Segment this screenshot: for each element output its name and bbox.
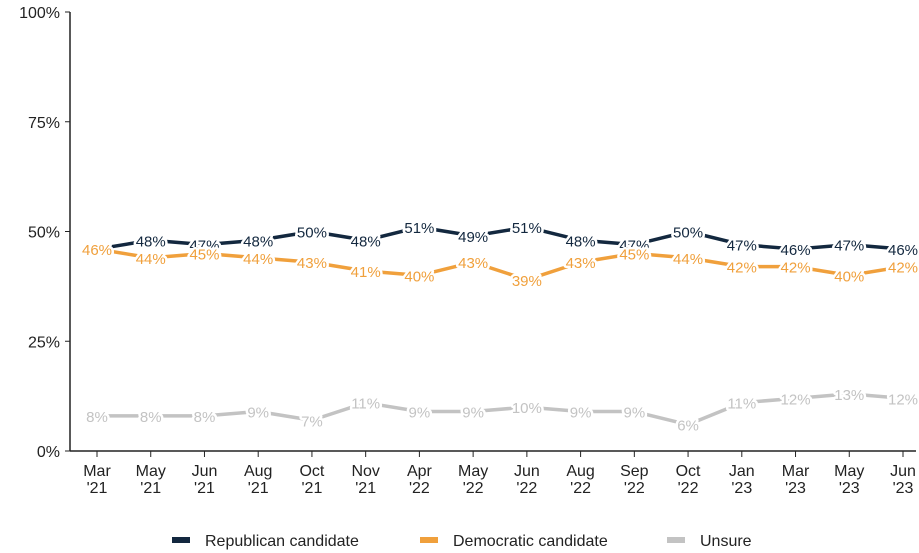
x-tick-label: Jun '23 xyxy=(890,463,916,497)
legend-swatch xyxy=(172,537,190,543)
y-tick-label: 75% xyxy=(28,115,60,132)
x-tick-label: May '23 xyxy=(834,463,864,497)
data-label: 12% xyxy=(888,391,918,408)
data-label: 49% xyxy=(458,229,488,246)
x-tick-label: Jun '22 xyxy=(514,463,540,497)
data-label: 40% xyxy=(404,268,434,285)
data-label: 11% xyxy=(727,396,756,413)
data-label: 48% xyxy=(243,233,273,250)
data-label: 12% xyxy=(781,391,811,408)
data-label: 40% xyxy=(834,268,864,285)
data-label: 44% xyxy=(673,251,703,268)
x-tick-label: Apr '22 xyxy=(407,463,433,497)
data-label: 45% xyxy=(189,246,219,263)
legend-label: Unsure xyxy=(700,533,752,550)
x-tick-label: Oct '22 xyxy=(676,463,701,497)
data-label: 48% xyxy=(351,233,381,250)
legend-swatch xyxy=(667,537,685,543)
data-label: 47% xyxy=(189,238,219,255)
data-label: 42% xyxy=(888,260,918,277)
data-label: 51% xyxy=(404,220,434,237)
data-label: 9% xyxy=(462,404,484,421)
series-line xyxy=(96,247,904,282)
data-label: 44% xyxy=(136,251,166,268)
data-label: 47% xyxy=(727,238,757,255)
data-label: 42% xyxy=(727,260,757,277)
data-label: 9% xyxy=(570,404,592,421)
data-label: 43% xyxy=(458,255,488,272)
data-label: 7% xyxy=(301,413,323,430)
data-label: 48% xyxy=(136,233,166,250)
y-tick-label: 100% xyxy=(19,5,60,22)
data-label: 41% xyxy=(351,264,381,281)
x-tick-label: Jun '21 xyxy=(192,463,218,497)
x-tick-label: Aug '21 xyxy=(244,463,272,497)
data-label: 50% xyxy=(297,225,327,242)
data-label: 44% xyxy=(243,251,273,268)
data-label: 47% xyxy=(619,238,649,255)
x-tick-label: Oct '21 xyxy=(299,463,324,497)
data-label: 42% xyxy=(781,260,811,277)
data-label: 6% xyxy=(677,418,699,435)
data-label: 9% xyxy=(247,404,269,421)
data-label: 45% xyxy=(619,246,649,263)
data-label: 13% xyxy=(834,387,864,404)
data-label: 39% xyxy=(512,273,542,290)
data-label: 43% xyxy=(566,255,596,272)
data-label: 8% xyxy=(86,409,108,426)
data-label: 8% xyxy=(140,409,162,426)
x-tick-label: May '21 xyxy=(136,463,166,497)
data-label: 8% xyxy=(194,409,216,426)
data-label: 51% xyxy=(512,220,542,237)
y-tick-label: 50% xyxy=(28,225,60,242)
data-label: 11% xyxy=(351,396,380,413)
legend-label: Republican candidate xyxy=(205,533,359,550)
y-tick-label: 0% xyxy=(37,444,60,461)
x-tick-label: Nov '21 xyxy=(351,463,379,497)
data-label: 43% xyxy=(297,255,327,272)
legend-label: Democratic candidate xyxy=(453,533,608,550)
x-tick-label: Sep '22 xyxy=(620,463,649,497)
data-label: 9% xyxy=(409,404,431,421)
data-label: 46% xyxy=(82,242,112,259)
data-label: 9% xyxy=(623,404,645,421)
legend-swatch xyxy=(420,537,438,543)
x-tick-label: Mar '23 xyxy=(782,463,810,497)
series-line xyxy=(97,392,904,427)
x-tick-label: Mar '21 xyxy=(83,463,111,497)
series-line xyxy=(96,225,904,251)
data-label: 46% xyxy=(82,242,112,259)
y-tick-label: 25% xyxy=(28,334,60,351)
x-tick-label: Jan '23 xyxy=(729,463,755,497)
data-label: 50% xyxy=(673,225,703,242)
x-tick-label: May '22 xyxy=(458,463,488,497)
data-label: 48% xyxy=(566,233,596,250)
data-label: 10% xyxy=(512,400,542,417)
data-label: 46% xyxy=(888,242,918,259)
data-label: 47% xyxy=(834,238,864,255)
data-label: 46% xyxy=(781,242,811,259)
x-tick-label: Aug '22 xyxy=(566,463,594,497)
